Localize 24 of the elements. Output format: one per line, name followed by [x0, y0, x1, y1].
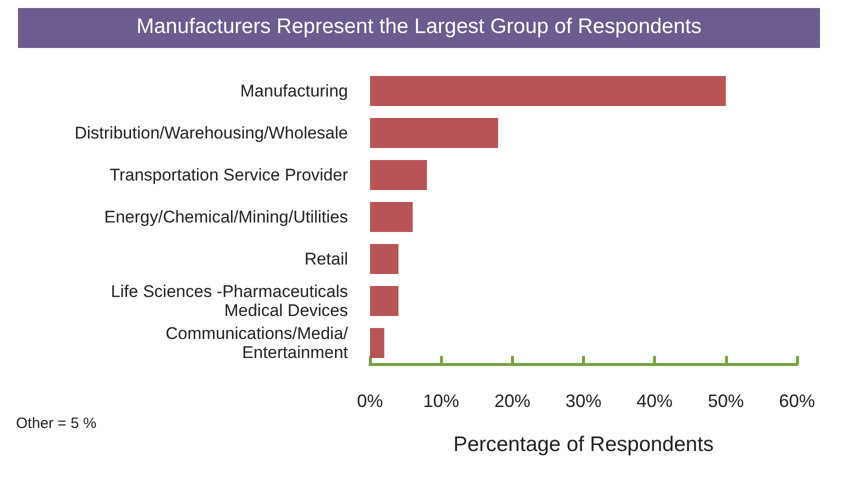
- x-tick-label: 10%: [423, 391, 460, 411]
- x-tick-label: 30%: [565, 391, 602, 411]
- y-tick-label: Transportation Service Provider: [110, 166, 348, 184]
- x-tick-label: 60%: [778, 391, 816, 411]
- bar: [370, 76, 726, 106]
- x-tick-label: 50%: [708, 391, 744, 411]
- bar: [370, 160, 427, 190]
- bar: [370, 118, 498, 148]
- bar: [370, 244, 398, 274]
- x-tick-label: 0%: [356, 391, 384, 411]
- x-tick-label: 20%: [494, 391, 530, 411]
- y-tick-label: Communications/Media/ Entertainment: [166, 324, 348, 362]
- y-tick-label: Distribution/Warehousing/Wholesale: [74, 124, 348, 142]
- y-tick-label: Energy/Chemical/Mining/Utilities: [104, 208, 348, 226]
- bar: [370, 328, 384, 358]
- y-tick-label: Manufacturing: [240, 82, 348, 100]
- y-tick-label: Life Sciences -Pharmaceuticals Medical Devices: [110, 282, 348, 320]
- text: Other = 5 %: [16, 415, 96, 432]
- bar: [370, 286, 398, 316]
- x-axis-title: Percentage of Respondents: [453, 433, 714, 456]
- bar: [370, 202, 413, 232]
- x-tick-label: 40%: [636, 391, 673, 411]
- chart-title: Manufacturers Represent the Largest Group of Respondents: [136, 15, 702, 38]
- y-tick-label: Retail: [304, 250, 348, 268]
